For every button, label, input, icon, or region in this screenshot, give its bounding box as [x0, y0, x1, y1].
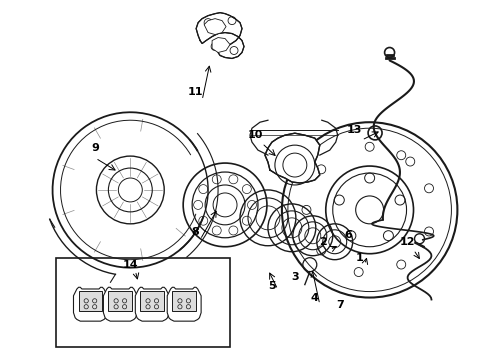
Text: 7: 7 — [336, 300, 343, 310]
Text: 14: 14 — [122, 260, 138, 270]
Polygon shape — [103, 287, 137, 321]
Text: 12: 12 — [400, 237, 416, 247]
Text: 4: 4 — [311, 293, 319, 302]
Polygon shape — [204, 19, 226, 35]
Polygon shape — [74, 287, 107, 321]
Text: 1: 1 — [356, 253, 364, 263]
Bar — [55, 258, 230, 347]
Polygon shape — [265, 133, 320, 183]
Polygon shape — [135, 287, 169, 321]
Text: 5: 5 — [268, 280, 276, 291]
Polygon shape — [212, 37, 230, 53]
Text: 2: 2 — [319, 237, 327, 247]
Text: 8: 8 — [191, 227, 199, 237]
Text: 3: 3 — [291, 272, 299, 282]
Polygon shape — [172, 291, 196, 311]
Polygon shape — [108, 291, 132, 311]
Polygon shape — [141, 291, 164, 311]
Text: 13: 13 — [347, 125, 363, 135]
Text: 10: 10 — [247, 130, 263, 140]
Polygon shape — [196, 13, 244, 58]
Text: 11: 11 — [187, 87, 203, 97]
Text: 9: 9 — [92, 143, 99, 153]
Polygon shape — [78, 291, 102, 311]
Polygon shape — [167, 287, 201, 321]
Text: 6: 6 — [344, 230, 352, 240]
